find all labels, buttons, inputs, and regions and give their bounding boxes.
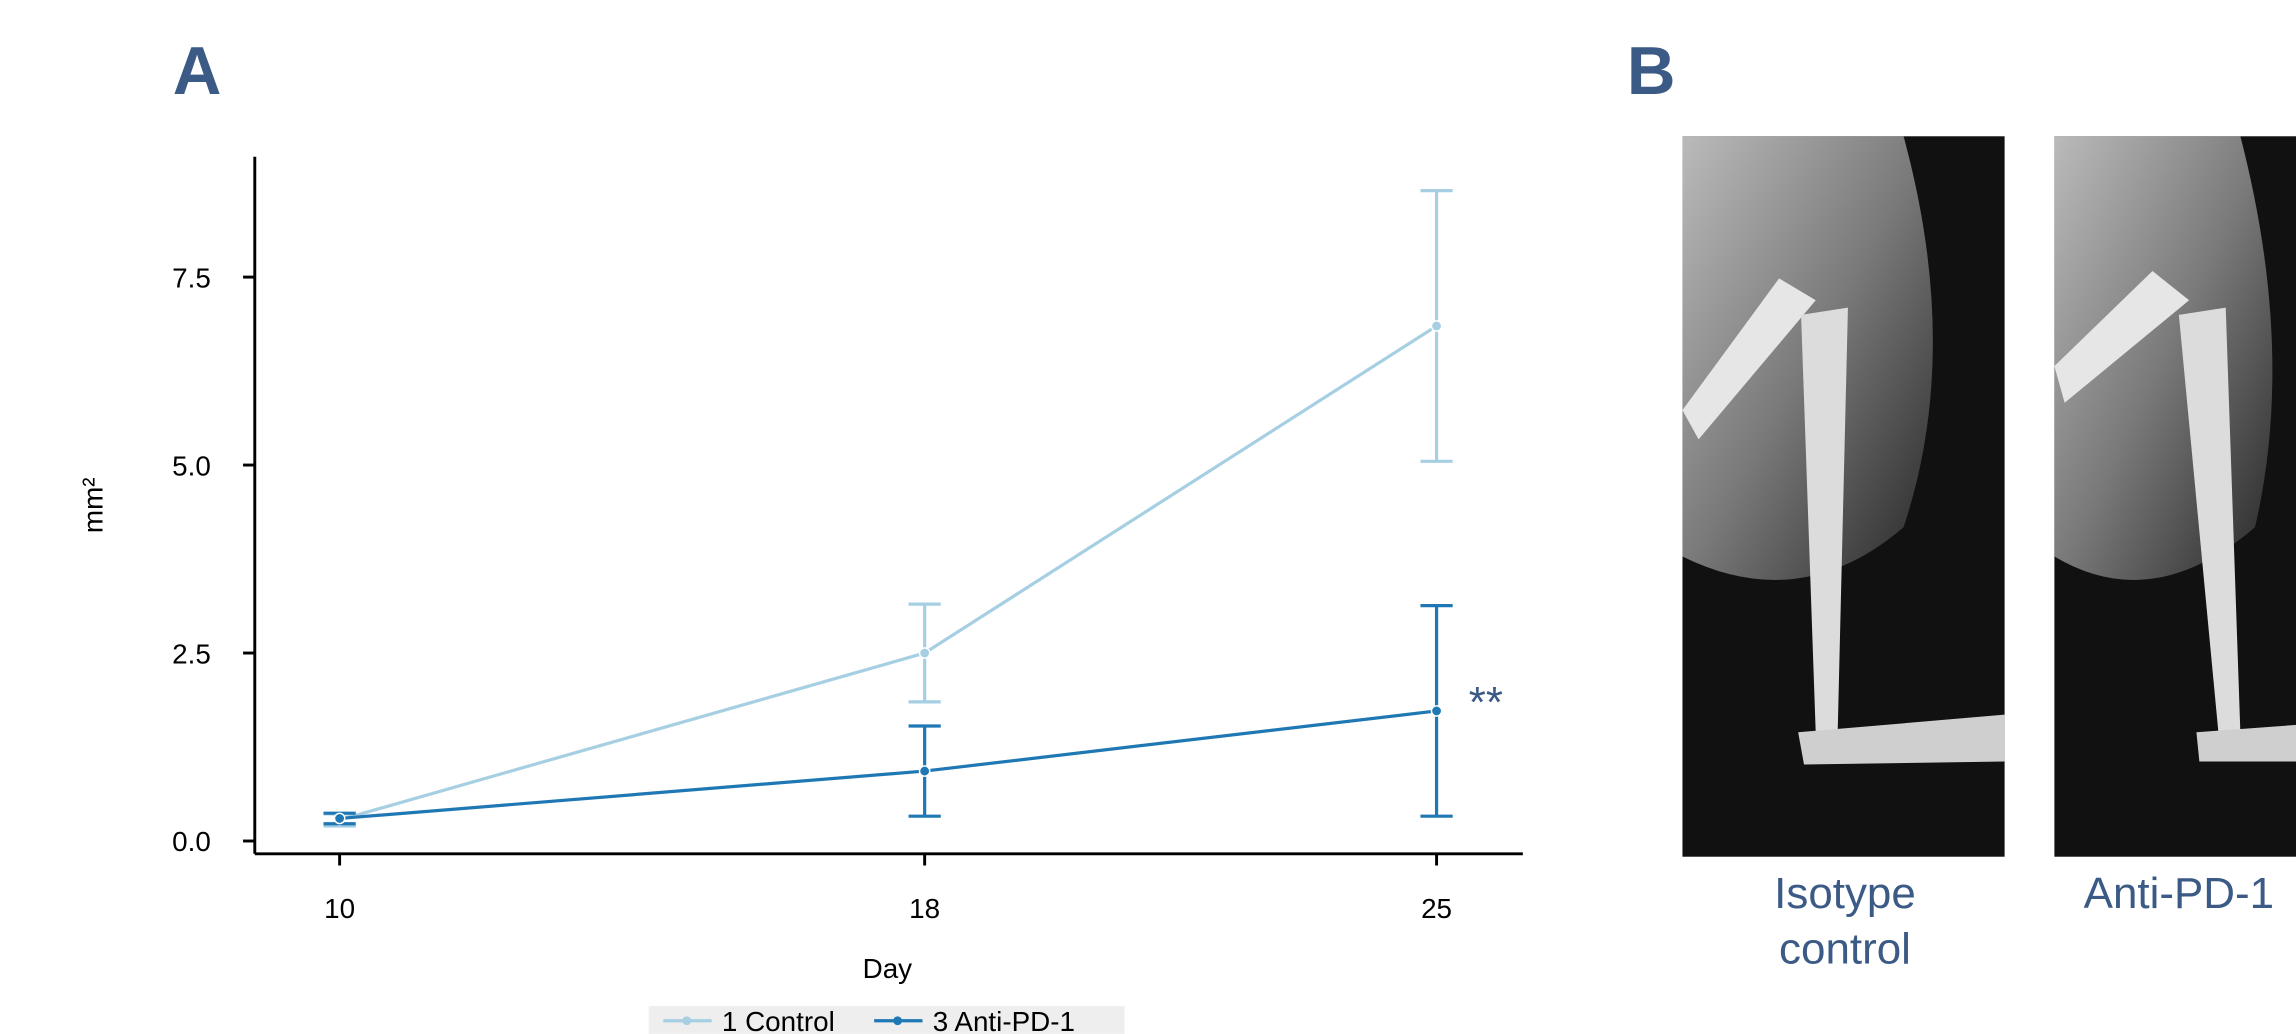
legend-swatch-dot <box>893 1016 902 1025</box>
series-line <box>340 711 1437 819</box>
legend-label: 1 Control <box>722 1006 835 1034</box>
caption-box: Anti-PD-1 <box>2054 867 2296 940</box>
figure: A B Isotype control Anti-PD-1 0.0 2.5 5.0 7… <box>0 0 2296 1034</box>
y-tick-label: 2.5 <box>172 638 211 669</box>
data-point <box>920 648 930 658</box>
series-line <box>340 326 1437 820</box>
panel-label: B <box>1627 34 1676 109</box>
xray-image <box>1682 136 2004 856</box>
y-tick-label: 7.5 <box>172 262 211 293</box>
data-point <box>1431 321 1441 331</box>
xray-image <box>2054 136 2296 856</box>
x-tick-label: 18 <box>909 893 940 924</box>
x-axis-label: Day <box>863 953 913 984</box>
image-caption: Anti-PD-1 <box>2054 867 2296 923</box>
x-tick-label: 10 <box>324 893 355 924</box>
significance-annotation: ** <box>1469 678 1503 727</box>
page: A B Isotype control Anti-PD-1 0.0 2.5 5.0 7… <box>0 0 2296 1034</box>
legend-swatch-dot <box>682 1016 691 1025</box>
data-point <box>920 766 930 776</box>
x-tick-label: 25 <box>1421 893 1452 924</box>
image-caption: Isotype control <box>1757 867 1933 978</box>
data-point <box>334 813 344 823</box>
y-axis-label: mm² <box>77 477 108 533</box>
panel-label: A <box>173 34 222 109</box>
legend-label: 3 Anti-PD-1 <box>933 1006 1075 1034</box>
y-tick-label: 5.0 <box>172 450 211 481</box>
data-point <box>1431 706 1441 716</box>
caption-box: Isotype control <box>1684 867 2006 999</box>
y-tick-label: 0.0 <box>172 826 211 857</box>
